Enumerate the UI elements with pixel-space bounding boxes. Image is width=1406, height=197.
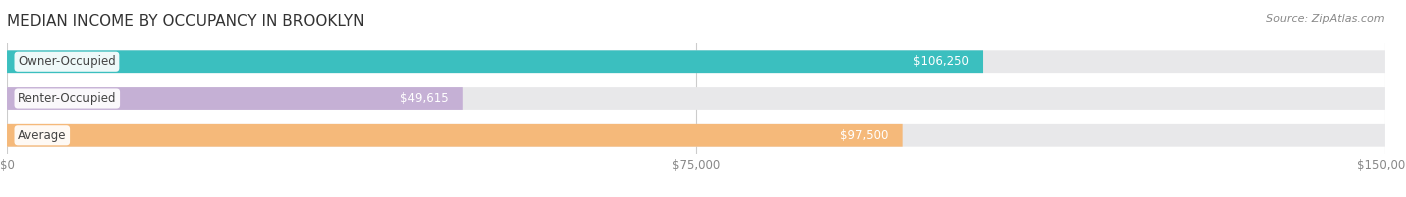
FancyBboxPatch shape xyxy=(7,124,1385,147)
FancyBboxPatch shape xyxy=(7,87,463,110)
Text: $106,250: $106,250 xyxy=(914,55,969,68)
FancyBboxPatch shape xyxy=(7,50,983,73)
Text: Renter-Occupied: Renter-Occupied xyxy=(18,92,117,105)
FancyBboxPatch shape xyxy=(7,50,1385,73)
FancyBboxPatch shape xyxy=(7,87,1385,110)
Text: $97,500: $97,500 xyxy=(841,129,889,142)
Text: Source: ZipAtlas.com: Source: ZipAtlas.com xyxy=(1267,14,1385,24)
Text: Average: Average xyxy=(18,129,66,142)
Text: MEDIAN INCOME BY OCCUPANCY IN BROOKLYN: MEDIAN INCOME BY OCCUPANCY IN BROOKLYN xyxy=(7,14,364,29)
Text: Owner-Occupied: Owner-Occupied xyxy=(18,55,115,68)
Text: $49,615: $49,615 xyxy=(401,92,449,105)
FancyBboxPatch shape xyxy=(7,124,903,147)
